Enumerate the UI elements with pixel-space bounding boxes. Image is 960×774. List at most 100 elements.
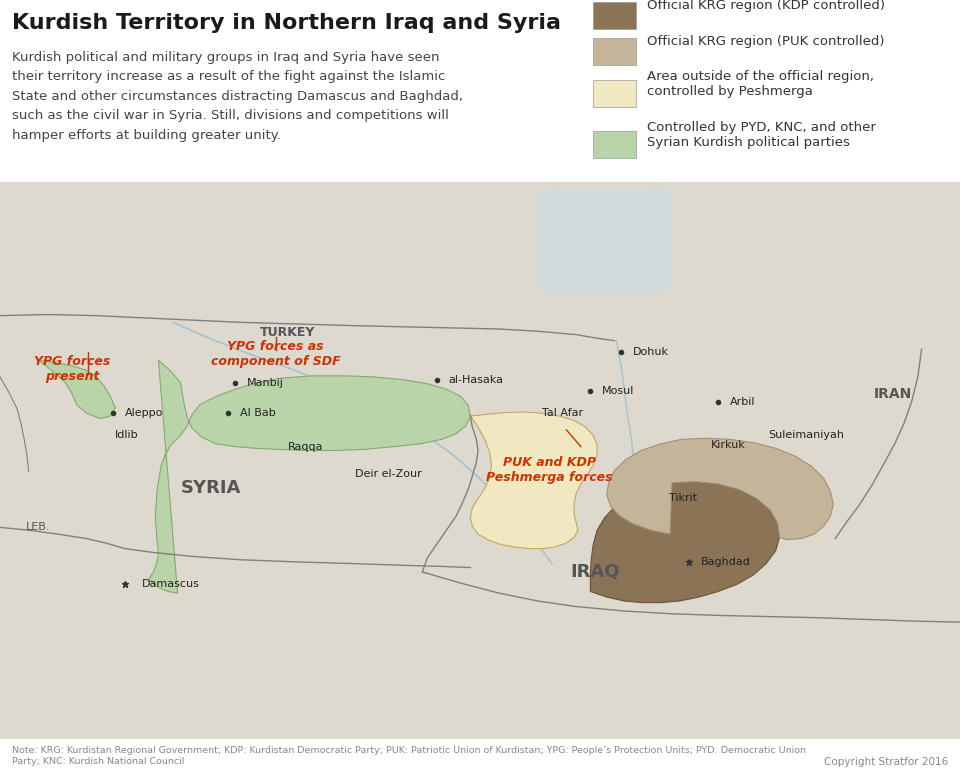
Bar xyxy=(294,167,311,177)
Bar xyxy=(778,348,795,358)
Bar xyxy=(35,689,52,699)
Bar xyxy=(536,418,553,428)
Bar xyxy=(363,288,380,298)
Bar xyxy=(674,388,691,398)
Bar xyxy=(138,338,156,348)
Bar xyxy=(52,529,69,539)
Bar xyxy=(588,669,605,679)
Bar xyxy=(726,308,743,318)
Bar xyxy=(449,639,467,649)
Text: Note: KRG: Kurdistan Regional Government; KDP: Kurdistan Democratic Party; PUK: : Note: KRG: Kurdistan Regional Government… xyxy=(12,746,805,765)
Bar xyxy=(328,308,346,318)
Bar xyxy=(899,298,916,308)
Bar xyxy=(570,559,588,569)
Bar xyxy=(691,318,708,328)
Bar xyxy=(104,378,121,388)
Bar xyxy=(69,589,86,599)
Bar xyxy=(864,529,881,539)
Bar xyxy=(294,228,311,238)
Bar xyxy=(0,639,17,649)
Bar xyxy=(86,609,104,618)
Bar xyxy=(708,167,726,177)
Bar xyxy=(795,468,812,478)
Bar xyxy=(52,669,69,679)
Bar xyxy=(0,719,17,729)
Bar xyxy=(52,398,69,408)
Bar xyxy=(605,478,622,488)
Bar xyxy=(104,659,121,669)
Bar xyxy=(484,488,501,498)
Bar xyxy=(0,468,17,478)
Bar xyxy=(294,569,311,579)
Bar xyxy=(294,458,311,468)
Bar xyxy=(674,248,691,258)
Bar xyxy=(69,248,86,258)
Bar xyxy=(622,368,639,378)
Bar xyxy=(346,217,363,228)
Bar xyxy=(950,689,960,699)
Bar xyxy=(795,478,812,488)
Bar xyxy=(346,408,363,418)
Bar xyxy=(812,628,829,639)
Bar xyxy=(17,549,35,559)
Bar xyxy=(173,458,190,468)
Bar xyxy=(207,438,225,448)
Bar xyxy=(415,699,432,709)
Bar xyxy=(432,729,449,739)
Bar xyxy=(588,509,605,519)
Bar xyxy=(225,258,242,268)
Bar xyxy=(588,358,605,368)
Bar xyxy=(104,258,121,268)
Bar xyxy=(69,278,86,288)
Bar xyxy=(726,689,743,699)
Bar xyxy=(311,649,328,659)
Bar xyxy=(156,709,173,719)
Text: Official KRG region (PUK controlled): Official KRG region (PUK controlled) xyxy=(647,36,884,48)
Bar xyxy=(86,448,104,458)
Bar xyxy=(588,428,605,438)
Bar xyxy=(156,498,173,509)
Bar xyxy=(795,438,812,448)
Bar xyxy=(363,398,380,408)
Bar xyxy=(829,268,847,278)
Bar xyxy=(156,167,173,177)
Bar xyxy=(276,288,294,298)
Bar xyxy=(225,388,242,398)
Bar xyxy=(950,398,960,408)
Bar xyxy=(207,729,225,739)
Bar xyxy=(0,167,17,177)
Bar xyxy=(432,268,449,278)
Bar xyxy=(760,408,778,418)
Bar xyxy=(17,398,35,408)
Bar xyxy=(242,589,259,599)
Bar xyxy=(570,719,588,729)
Bar xyxy=(691,428,708,438)
Bar xyxy=(35,298,52,308)
Bar xyxy=(17,498,35,509)
Bar xyxy=(812,217,829,228)
Bar xyxy=(225,187,242,197)
Bar xyxy=(691,448,708,458)
Bar xyxy=(795,388,812,398)
Bar xyxy=(104,649,121,659)
Bar xyxy=(294,368,311,378)
Bar xyxy=(553,699,570,709)
Bar xyxy=(605,207,622,217)
Bar xyxy=(639,599,657,609)
Bar xyxy=(691,408,708,418)
Bar xyxy=(138,368,156,378)
Bar xyxy=(691,298,708,308)
Bar xyxy=(363,659,380,669)
Bar xyxy=(899,679,916,689)
Bar xyxy=(380,248,397,258)
Bar xyxy=(156,729,173,739)
Bar xyxy=(691,539,708,549)
Bar xyxy=(0,519,17,529)
Bar xyxy=(657,468,674,478)
Bar xyxy=(225,628,242,639)
Bar xyxy=(622,689,639,699)
Bar xyxy=(950,298,960,308)
Bar xyxy=(35,599,52,609)
Bar xyxy=(691,589,708,599)
Bar xyxy=(259,217,276,228)
